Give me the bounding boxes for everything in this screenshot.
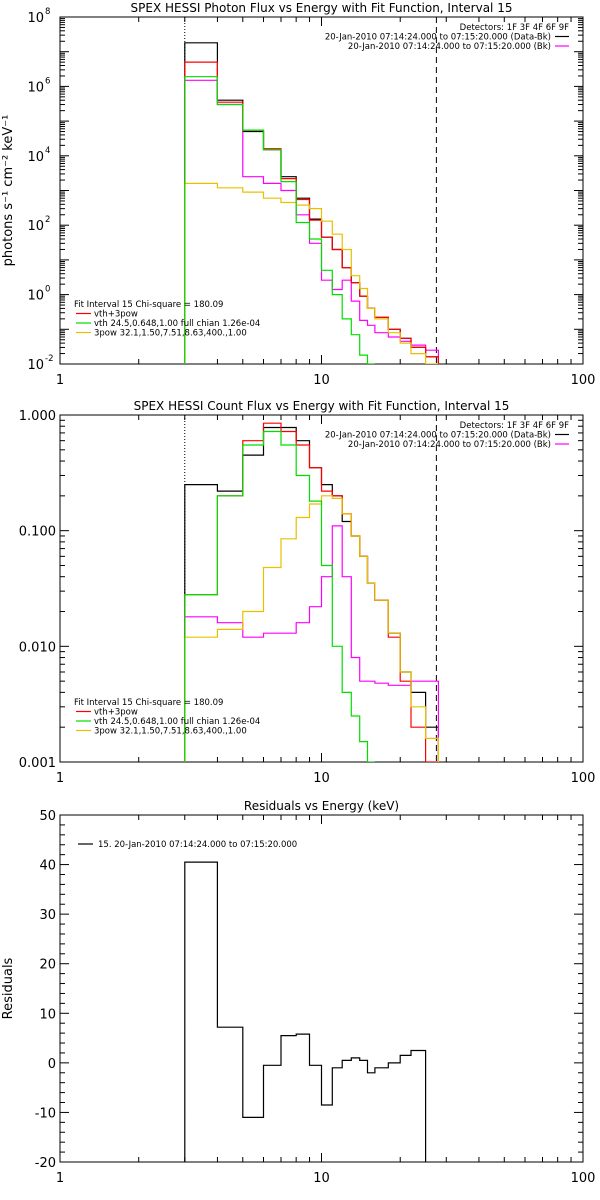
legend-fit-entry: vth 24.5,0.648,1.00 full chian 1.26e-04 bbox=[94, 319, 260, 329]
y-tick-label: 10 bbox=[39, 1007, 56, 1022]
x-tick-label: 10 bbox=[313, 771, 330, 786]
series-data-bk bbox=[184, 426, 439, 762]
y-tick-exponent: 8 bbox=[45, 7, 50, 17]
legend-top-entry: Detectors: 1F 3F 4F 6F 9F bbox=[460, 23, 569, 33]
series-3pow bbox=[184, 495, 439, 762]
series-group bbox=[184, 861, 427, 1162]
y-tick-label: 10 bbox=[27, 150, 44, 165]
y-tick-label: 30 bbox=[39, 908, 56, 923]
y-tick-label: 10 bbox=[27, 11, 44, 26]
x-tick-label: 1 bbox=[56, 1171, 64, 1186]
y-axis: -20 -10 0 10 20 30 40 50 bbox=[35, 809, 583, 1171]
y-axis: 0.001 0.010 0.100 1.000 bbox=[19, 409, 583, 771]
y-tick-label: -20 bbox=[35, 1156, 56, 1171]
y-tick-label: -10 bbox=[35, 1106, 56, 1121]
x-tick-label: 100 bbox=[571, 1171, 596, 1186]
y-tick-exponent: 4 bbox=[45, 146, 50, 156]
x-axis: 1 10 100 bbox=[56, 815, 596, 1186]
series-vth bbox=[184, 76, 375, 364]
chart-title: SPEX HESSI Photon Flux vs Energy with Fi… bbox=[131, 1, 513, 15]
y-tick-label: 10 bbox=[27, 289, 44, 304]
legend-top-entry: 20-Jan-2010 07:14:24.000 to 07:15:20.000… bbox=[325, 33, 551, 43]
x-tick-label: 1 bbox=[56, 771, 64, 786]
y-axis-label: photons s⁻¹ cm⁻² keV⁻¹ bbox=[1, 115, 16, 267]
y-tick-exponent: -2 bbox=[45, 354, 53, 364]
y-tick-label: 10 bbox=[27, 80, 44, 95]
chart-title: SPEX HESSI Count Flux vs Energy with Fit… bbox=[134, 399, 510, 413]
legend-fit-entry: vth+3pow bbox=[94, 708, 138, 718]
y-tick-label: 10 bbox=[27, 358, 44, 373]
legend: 15. 20-Jan-2010 07:14:24.000 to 07:15:20… bbox=[78, 840, 297, 850]
y-tick-label: 0 bbox=[48, 1057, 56, 1072]
y-tick-exponent: 2 bbox=[45, 215, 50, 225]
chart-title: Residuals vs Energy (keV) bbox=[244, 799, 399, 813]
x-tick-label: 10 bbox=[313, 1171, 330, 1186]
series-group bbox=[184, 42, 439, 364]
legend-fit-entry: Fit Interval 15 Chi-square = 180.09 bbox=[74, 300, 223, 310]
panel-2: SPEX HESSI Count Flux vs Energy with Fit… bbox=[19, 399, 596, 786]
series-vth bbox=[184, 430, 375, 762]
panel-1: SPEX HESSI Photon Flux vs Energy with Fi… bbox=[1, 1, 595, 388]
y-tick-label: 50 bbox=[39, 809, 56, 824]
series-3pow bbox=[184, 182, 439, 364]
y-tick-label: 0.100 bbox=[19, 525, 56, 540]
y-tick-label: 0.010 bbox=[19, 640, 56, 655]
y-tick-exponent: 6 bbox=[45, 76, 50, 86]
y-tick-label: 0.001 bbox=[19, 756, 56, 771]
series-data-bk bbox=[184, 42, 439, 364]
series-bk bbox=[184, 525, 439, 762]
x-tick-label: 100 bbox=[571, 373, 596, 388]
legend-fit-entry: vth+3pow bbox=[94, 310, 138, 320]
legend-top-entry: 20-Jan-2010 07:14:24.000 to 07:15:20.000… bbox=[348, 440, 551, 450]
legend-fit-entry: 3pow 32.1,1.50,7.51,8.63,400.,1.00 bbox=[94, 727, 247, 737]
series-15-20-jan-2010-07-14-24-000-to-07-15-20-000 bbox=[184, 861, 427, 1162]
x-tick-label: 10 bbox=[313, 373, 330, 388]
plot-frame bbox=[59, 814, 584, 1163]
legend-top-entry: 20-Jan-2010 07:14:24.000 to 07:15:20.000… bbox=[348, 42, 551, 52]
x-tick-label: 1 bbox=[56, 373, 64, 388]
x-tick-label: 100 bbox=[571, 771, 596, 786]
legend-top-entry: 15. 20-Jan-2010 07:14:24.000 to 07:15:20… bbox=[98, 840, 297, 850]
plot-frame bbox=[59, 16, 584, 365]
legend-fit-entry: vth 24.5,0.648,1.00 full chian 1.26e-04 bbox=[94, 717, 260, 727]
legend-top-entry: 20-Jan-2010 07:14:24.000 to 07:15:20.000… bbox=[325, 431, 551, 441]
series-group bbox=[184, 422, 439, 762]
legend-top-entry: Detectors: 1F 3F 4F 6F 9F bbox=[460, 421, 569, 431]
legend-fit-entry: 3pow 32.1,1.50,7.51,8.63,400.,1.00 bbox=[94, 329, 247, 339]
y-tick-exponent: 0 bbox=[45, 285, 50, 295]
y-tick-label: 1.000 bbox=[19, 409, 56, 424]
y-tick-label: 40 bbox=[39, 859, 56, 874]
panel-3: Residuals vs Energy (keV) 1 10 100 -20 -10 0 10… bbox=[1, 799, 595, 1186]
series-vth-3pow bbox=[184, 422, 439, 762]
y-tick-label: 20 bbox=[39, 958, 56, 973]
y-tick-label: 10 bbox=[27, 219, 44, 234]
y-axis-label: Residuals bbox=[1, 957, 16, 1019]
legend-fit-entry: Fit Interval 15 Chi-square = 180.09 bbox=[74, 698, 223, 708]
